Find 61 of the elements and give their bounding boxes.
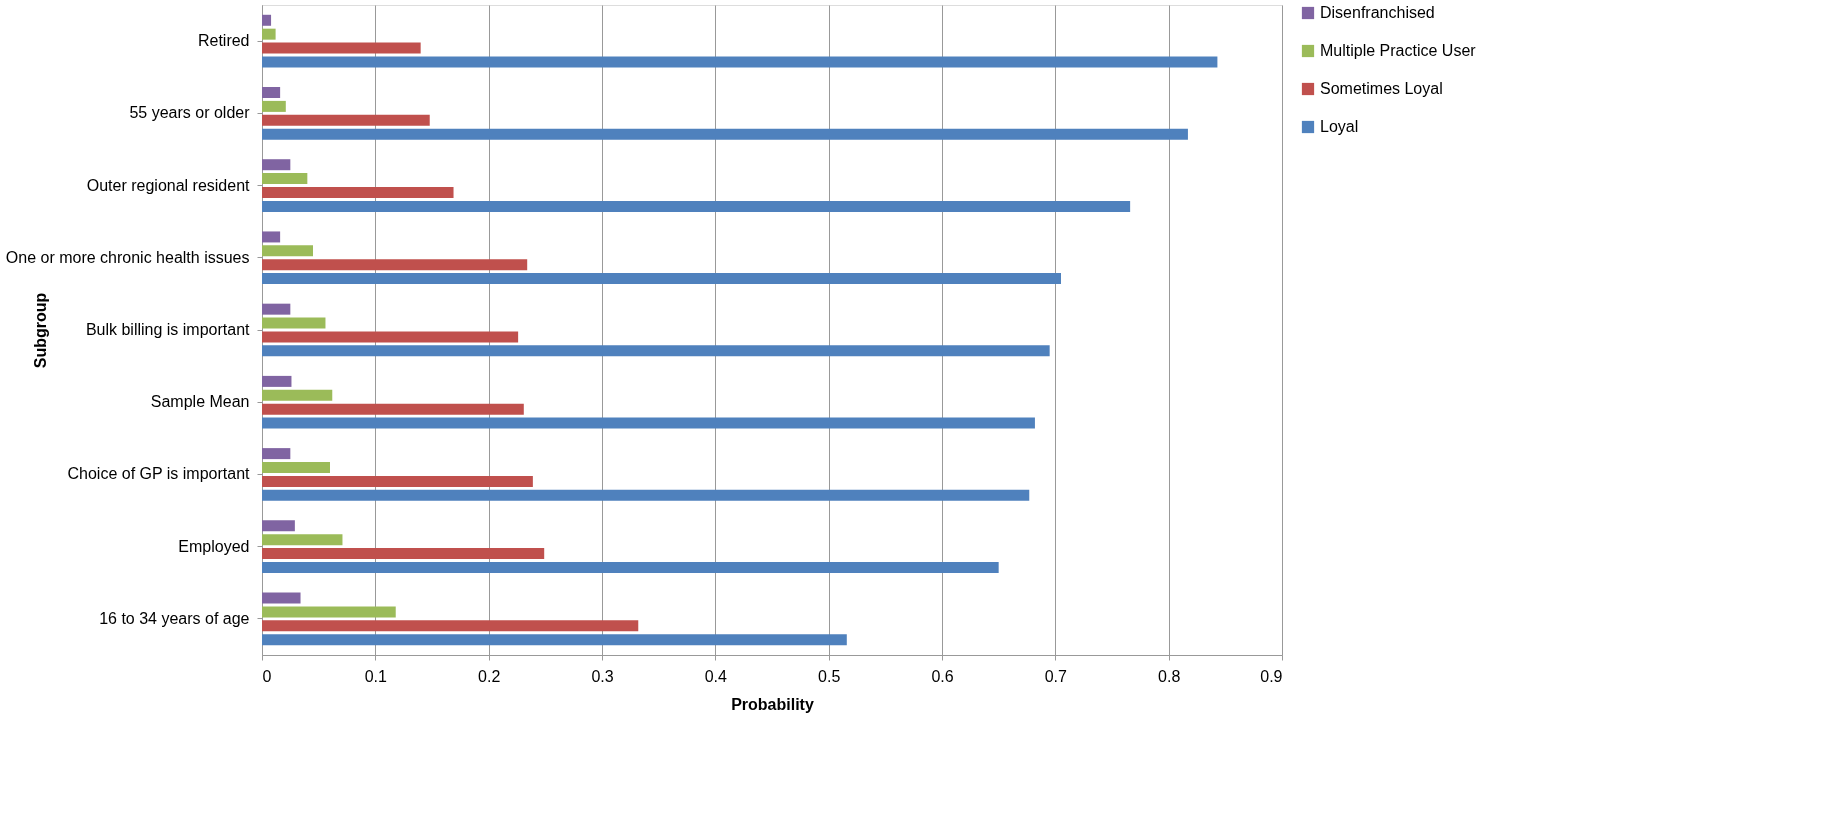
- y-tick-label: Bulk billing is important: [85, 321, 251, 338]
- y-tick-label: One or more chronic health issues: [5, 248, 250, 266]
- bar: [262, 28, 276, 40]
- bar: [262, 389, 333, 401]
- legend-label: Sometimes Loyal: [1320, 80, 1443, 97]
- bar: [262, 128, 1188, 140]
- x-axis-title: Probability: [731, 695, 814, 713]
- x-tick-label: 0: [262, 667, 272, 685]
- y-tick-label: Outer regional resident: [86, 176, 251, 194]
- y-axis-title: Subgroup: [31, 292, 49, 369]
- bar: [262, 159, 291, 171]
- y-tick-label: Choice of GP is important: [67, 465, 251, 483]
- x-tick-label: 0.1: [364, 667, 388, 685]
- x-tick-label: 0.8: [1158, 667, 1181, 685]
- bar: [262, 56, 1218, 68]
- legend-label: Disenfranchised: [1320, 4, 1435, 21]
- bar: [262, 187, 454, 198]
- bar: [262, 534, 343, 546]
- bar: [262, 634, 847, 646]
- bar: [262, 606, 396, 618]
- bar: [262, 317, 326, 329]
- bar: [262, 259, 528, 271]
- bar: [262, 245, 313, 257]
- y-tick-label: Employed: [178, 537, 250, 555]
- x-tick-label: 0.6: [931, 667, 954, 685]
- bar: [262, 403, 524, 415]
- legend-label: Loyal: [1320, 118, 1359, 135]
- bar: [262, 42, 421, 54]
- bar: [262, 417, 1035, 429]
- bar: [262, 462, 330, 473]
- y-tick-label: 55 years or older: [129, 104, 251, 122]
- bar: [262, 87, 281, 98]
- bar: [262, 489, 1030, 501]
- bar: [262, 100, 286, 112]
- bar: [262, 114, 430, 126]
- bar: [262, 592, 301, 604]
- bar: [262, 448, 291, 460]
- y-tick-label: Sample Mean: [150, 393, 250, 411]
- y-tick-label: Retired: [197, 32, 250, 50]
- y-tick-label: 16 to 34 years of age: [99, 609, 250, 627]
- bar: [262, 475, 533, 487]
- x-tick-label: 0.9: [1260, 667, 1283, 685]
- x-tick-label: 0.3: [591, 667, 614, 685]
- bar: [262, 200, 1131, 212]
- bar: [262, 303, 291, 315]
- bar: [262, 331, 519, 343]
- bar: [262, 620, 639, 632]
- bar: [262, 14, 272, 26]
- bar: [262, 273, 1061, 285]
- bar: [262, 548, 545, 560]
- bar: [262, 375, 292, 387]
- x-tick-label: 0.5: [818, 667, 841, 685]
- bar: [262, 173, 308, 185]
- bar: [262, 231, 281, 243]
- legend-label: Multiple Practice User: [1320, 42, 1477, 59]
- bar: [262, 345, 1050, 357]
- x-tick-label: 0.4: [704, 667, 728, 685]
- bar: [262, 562, 999, 573]
- bar: [262, 520, 295, 532]
- x-tick-label: 0.7: [1044, 667, 1068, 685]
- x-tick-label: 0.2: [478, 667, 501, 685]
